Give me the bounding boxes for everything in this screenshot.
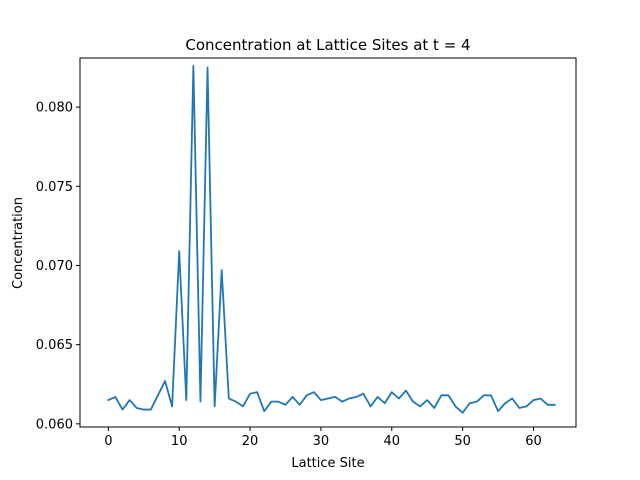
- x-tick-label: 40: [383, 434, 400, 449]
- x-tick-label: 20: [242, 434, 259, 449]
- concentration-series-line: [107, 65, 556, 414]
- x-tick-label: 50: [454, 434, 471, 449]
- series-layer: [107, 65, 556, 414]
- y-tick-label: 0.075: [36, 180, 73, 195]
- x-tick-label: 10: [171, 434, 188, 449]
- x-axis-label: Lattice Site: [291, 456, 364, 471]
- y-tick-label: 0.070: [36, 259, 73, 274]
- x-tick-label: 30: [313, 434, 330, 449]
- x-axis-ticks: 0 10 20 30 40 50 60: [104, 427, 542, 449]
- x-tick-label: 0: [104, 434, 112, 449]
- y-axis-ticks: 0.060 0.065 0.070 0.075 0.080: [36, 101, 80, 432]
- y-tick-label: 0.060: [36, 417, 73, 432]
- y-tick-label: 0.065: [36, 338, 73, 353]
- y-axis-label: Concentration: [11, 197, 26, 289]
- plot-area: 0 10 20 30 40 50 60 0.060 0.065 0.070 0.075 0.080: [36, 57, 577, 449]
- plot-frame: [79, 57, 577, 428]
- x-tick-label: 60: [525, 434, 542, 449]
- chart-title: Concentration at Lattice Sites at t = 4: [185, 36, 470, 54]
- y-tick-label: 0.080: [36, 101, 73, 116]
